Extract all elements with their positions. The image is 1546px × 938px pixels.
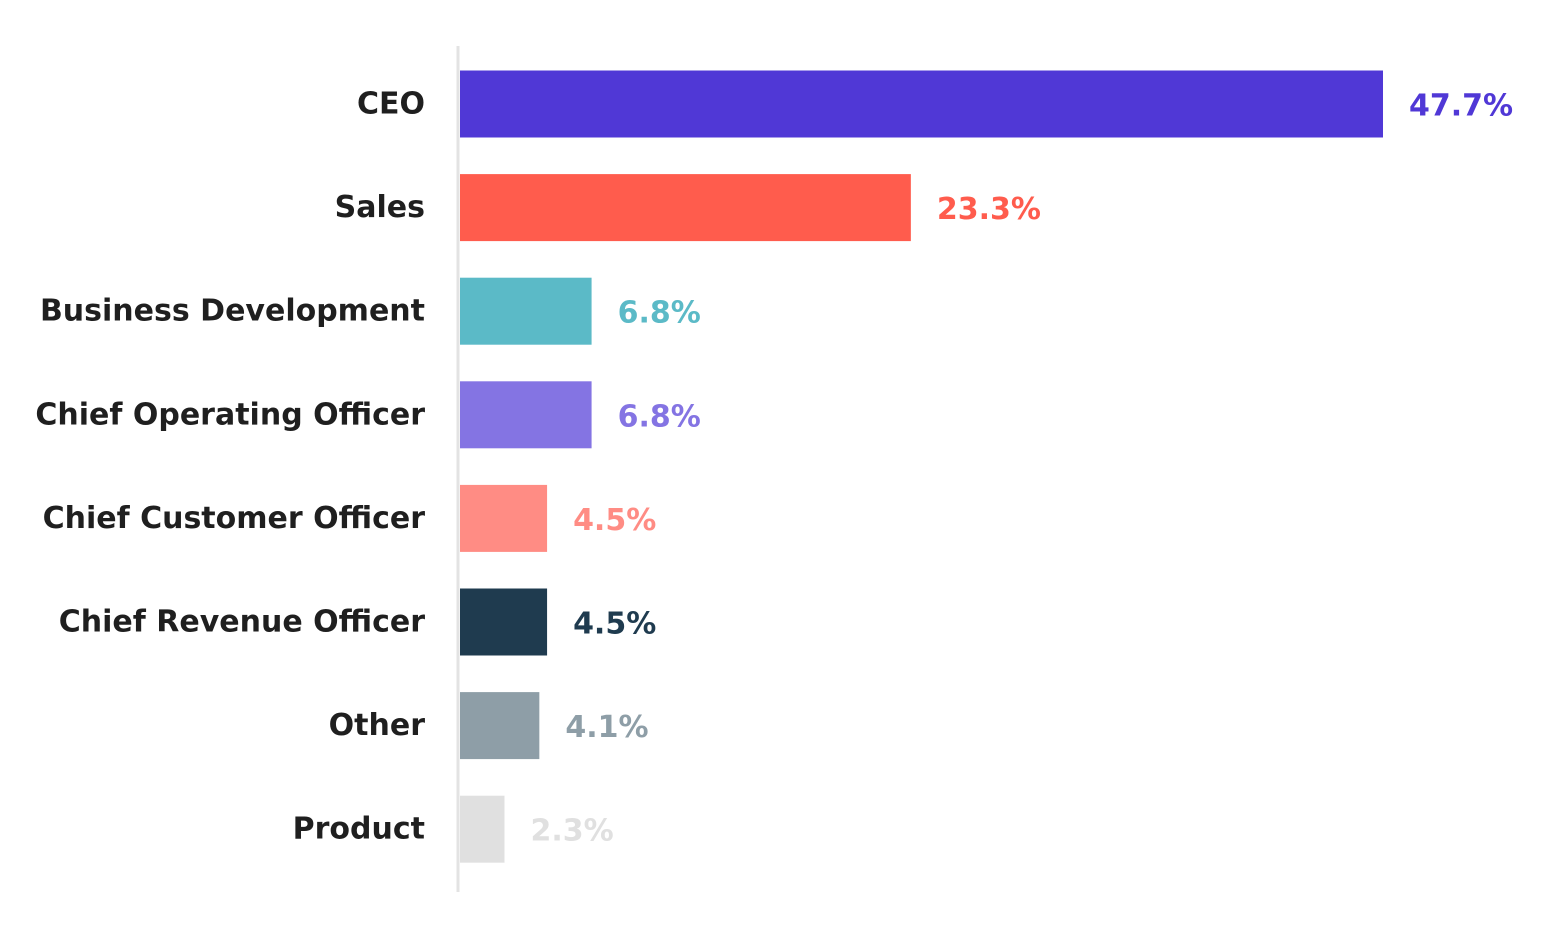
- bars: [460, 70, 1383, 863]
- category-label-product: Product: [293, 812, 425, 847]
- category-label-ceo: CEO: [357, 87, 425, 122]
- bar-chief-revenue-officer: [460, 588, 548, 656]
- bar-other: [460, 692, 540, 760]
- value-label-sales: 23.3%: [937, 192, 1041, 227]
- category-labels: CEO Sales Business Development Chief Operat…: [35, 87, 425, 847]
- value-label-chief-operating-officer: 6.8%: [618, 399, 701, 434]
- category-label-sales: Sales: [335, 190, 425, 225]
- bar-chief-operating-officer: [460, 381, 592, 449]
- value-label-other: 4.1%: [565, 710, 648, 745]
- value-label-chief-revenue-officer: 4.5%: [573, 607, 656, 642]
- bar-chief-customer-officer: [460, 484, 548, 552]
- category-label-chief-revenue-officer: Chief Revenue Officer: [59, 605, 425, 640]
- value-label-ceo: 47.7%: [1409, 89, 1513, 124]
- value-label-product: 2.3%: [531, 814, 614, 849]
- value-labels: 47.7% 23.3% 6.8% 6.8% 4.5% 4.5% 4.1% 2.3%: [531, 89, 1514, 849]
- value-label-chief-customer-officer: 4.5%: [573, 503, 656, 538]
- bar-sales: [460, 174, 911, 242]
- bar-product: [460, 795, 505, 863]
- category-label-business-development: Business Development: [40, 294, 425, 329]
- category-label-chief-operating-officer: Chief Operating Officer: [35, 397, 425, 432]
- value-label-business-development: 6.8%: [618, 296, 701, 331]
- bar-ceo: [460, 70, 1383, 138]
- bar-business-development: [460, 277, 592, 345]
- category-label-chief-customer-officer: Chief Customer Officer: [43, 501, 426, 536]
- category-label-other: Other: [329, 708, 426, 743]
